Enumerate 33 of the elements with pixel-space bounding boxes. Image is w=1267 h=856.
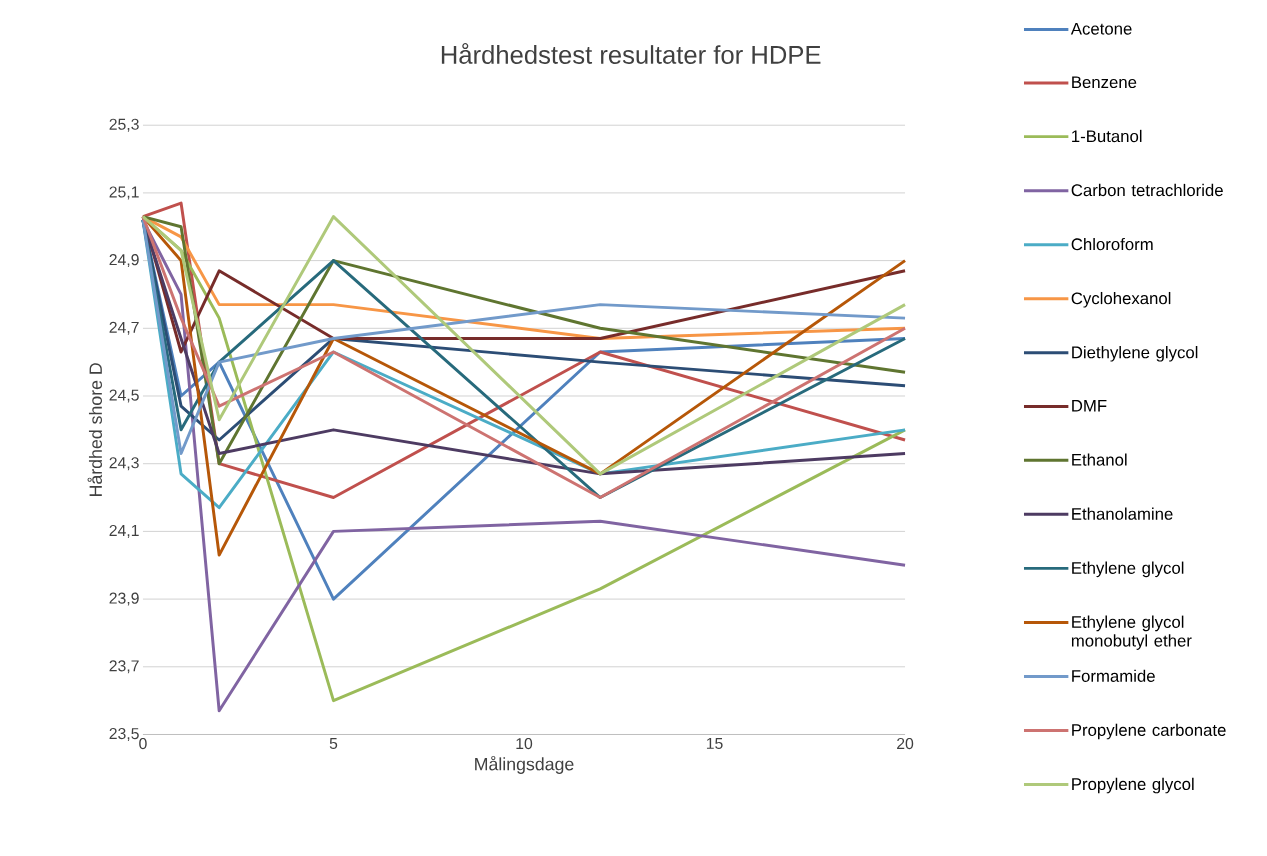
y-tick-label: 23,9	[109, 592, 139, 606]
x-tick-label: 15	[706, 738, 723, 750]
chart-title: Hårdhedstest resultater for HDPE	[441, 43, 821, 65]
legend-label: Cyclohexanol	[1071, 292, 1171, 308]
y-tick-label: 23,7	[109, 660, 139, 674]
y-tick-label: 24,5	[109, 389, 139, 403]
y-tick-label: 24,1	[109, 525, 139, 539]
y-axis-title: Hårdhed shore D	[87, 363, 102, 497]
legend-label: Acetone	[1070, 23, 1132, 35]
legend-label: DMF	[1072, 400, 1107, 412]
y-tick-label: 23,5	[109, 728, 139, 742]
legend-label: Ethanol	[1072, 453, 1127, 466]
legend-label: Formamide	[1072, 669, 1155, 683]
legend-label: Benzene	[1072, 76, 1137, 89]
y-tick-label: 24,9	[109, 254, 139, 268]
y-tick-label: 25,3	[109, 118, 139, 132]
x-tick-label: 5	[329, 738, 338, 750]
legend-label: Ethanolamine	[1072, 507, 1173, 520]
y-tick-label: 24,3	[109, 457, 139, 471]
y-tick-label: 24,7	[109, 321, 139, 335]
legend-label: Propylene glycol	[1072, 777, 1194, 794]
legend-label: 1-Butanol	[1072, 129, 1142, 143]
legend-label: Carbon tetrachloride	[1071, 184, 1223, 197]
legend-label: Ethylene glycol monobutyl ether	[1071, 615, 1192, 651]
x-tick-label: 0	[139, 738, 147, 750]
legend-label: Ethylene glycol	[1072, 561, 1184, 578]
y-tick-label: 25,1	[109, 186, 139, 200]
x-tick-label: 20	[897, 738, 914, 750]
legend-label: Diethylene glycol	[1072, 346, 1198, 362]
x-axis-title: Målingsdage	[475, 756, 574, 775]
x-tick-label: 10	[516, 738, 533, 750]
legend-label: Chloroform	[1071, 238, 1153, 251]
legend-label: Propylene carbonate	[1072, 723, 1226, 740]
